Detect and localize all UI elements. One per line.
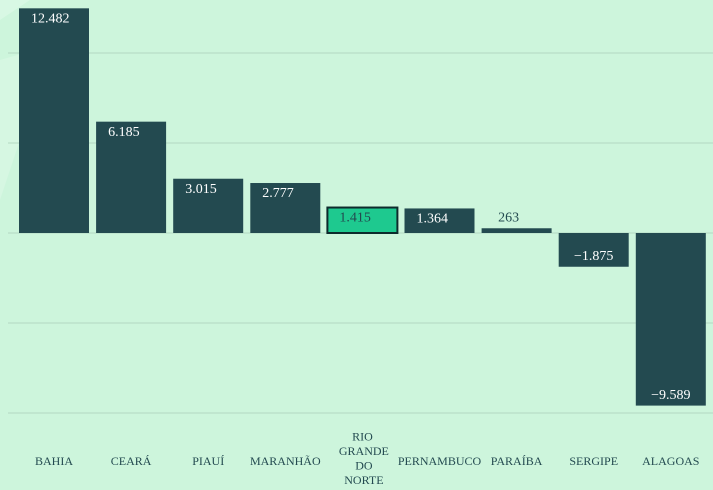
bar [96, 121, 167, 233]
bar [250, 183, 321, 233]
x-tick-label: PIAUÍ [192, 454, 224, 468]
x-tick-label: BAHIA [35, 454, 73, 468]
x-tick-label: PERNAMBUCO [398, 454, 482, 468]
value-label: 2.777 [262, 186, 294, 201]
background-shape [0, 0, 30, 20]
bar [481, 228, 552, 233]
value-label: −9.589 [651, 388, 690, 403]
value-label: −1.875 [574, 249, 613, 264]
x-tick-label: ALAGOAS [642, 454, 699, 468]
bar [404, 208, 475, 233]
value-label: 6.185 [108, 125, 140, 140]
value-label: 263 [498, 210, 519, 225]
value-label: 12.482 [31, 12, 70, 27]
value-label: 1.415 [339, 211, 371, 226]
value-label: 1.364 [417, 212, 449, 227]
x-tick-label: SERGIPE [569, 454, 618, 468]
bar [558, 233, 629, 267]
x-tick-label: MARANHÃO [250, 454, 321, 468]
bar [19, 8, 89, 233]
bar [326, 206, 399, 234]
x-tick-label: CEARÁ [111, 454, 152, 468]
value-label: 3.015 [185, 182, 217, 197]
x-tick-label: RIO GRANDE DO NORTE [336, 429, 389, 487]
bar [173, 178, 244, 233]
x-tick-label: PARAÍBA [491, 454, 543, 468]
bar [635, 233, 706, 406]
background-shape [0, 40, 70, 200]
